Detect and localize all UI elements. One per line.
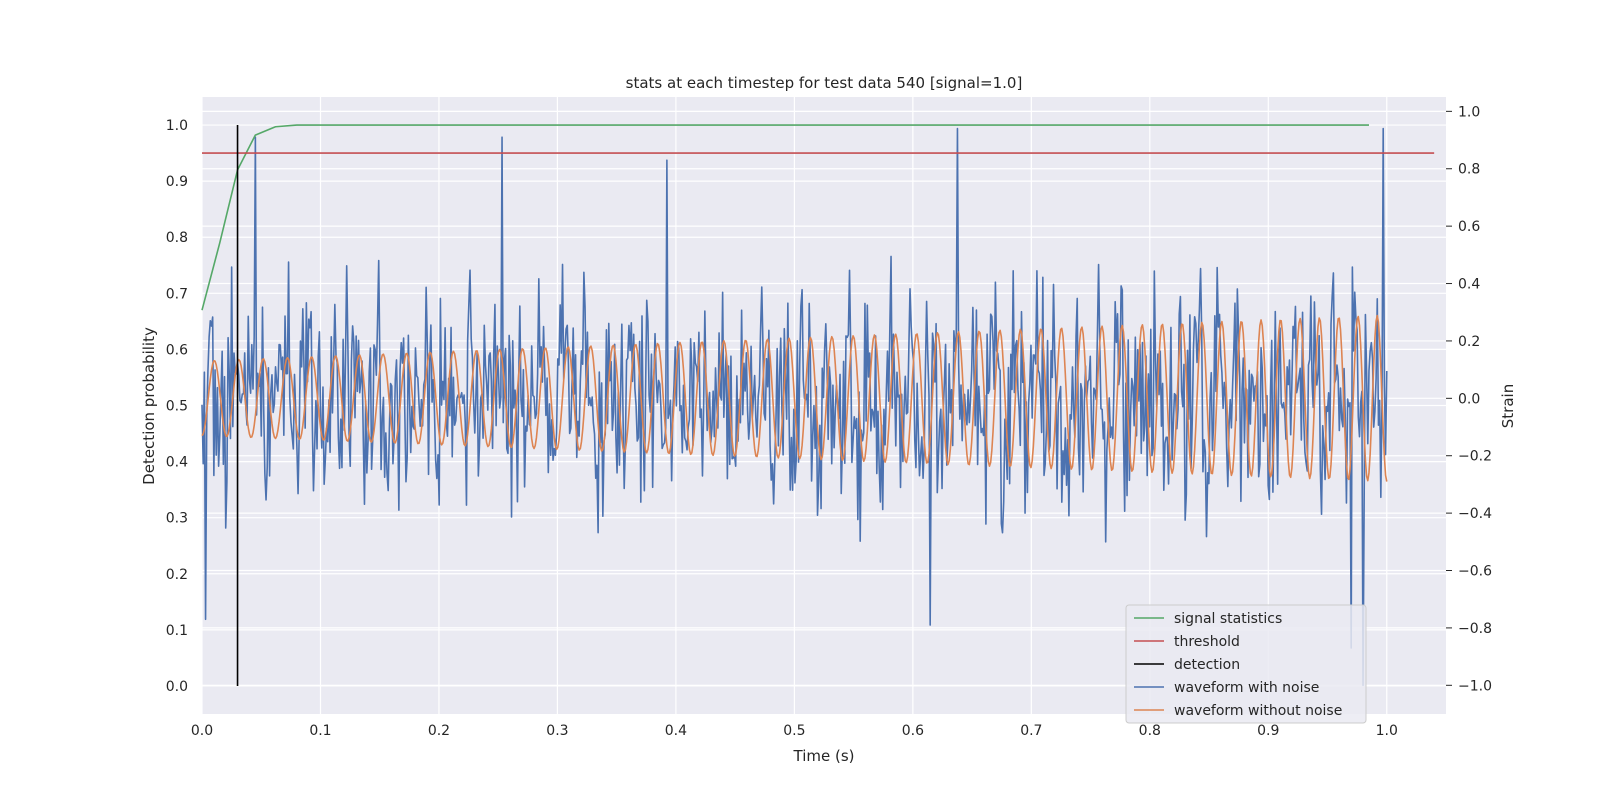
- legend-box: [1125, 604, 1367, 724]
- y-right-tick-label: 0.0: [1458, 391, 1480, 407]
- x-tick-label: 0.6: [902, 723, 924, 739]
- x-tick-label: 0.2: [428, 723, 450, 739]
- y-left-tick-label: 1.0: [166, 118, 188, 134]
- x-tick-label: 0.4: [665, 723, 687, 739]
- legend-label-detection: detection: [1174, 657, 1240, 673]
- legend-label-threshold: threshold: [1174, 634, 1240, 650]
- x-tick-label: 0.8: [1139, 723, 1161, 739]
- y-left-axis-label: Detection probability: [140, 327, 158, 485]
- x-tick-label: 0.5: [783, 723, 805, 739]
- y-left-tick-label: 0.1: [166, 623, 188, 639]
- y-left-tick-label: 0.7: [166, 286, 188, 302]
- chart-title: stats at each timestep for test data 540…: [626, 74, 1023, 92]
- y-right-axis-label: Strain: [1499, 384, 1517, 428]
- series-waveform-with-noise: [201, 127, 1388, 687]
- series-waveform-without-noise: [201, 314, 1388, 482]
- legend-label-waveform-without-noise: waveform without noise: [1174, 703, 1342, 719]
- y-left-tick-label: 0.2: [166, 567, 188, 583]
- y-right-tick-label: −0.2: [1458, 449, 1492, 465]
- y-right-tick-label: 0.6: [1458, 219, 1480, 235]
- y-left-tick-label: 0.3: [166, 511, 188, 527]
- x-tick-label: 0.1: [309, 723, 331, 739]
- y-left-tick-label: 0.9: [166, 174, 188, 190]
- y-right-tick-label: 0.4: [1458, 277, 1480, 293]
- y-left-tick-label: 0.8: [166, 230, 188, 246]
- tick-labels: 0.0 0.1 0.2 0.3 0.4 0.5 0.6 0.7 0.8 0.9 1.0 0.0 0.1 0…: [166, 104, 1492, 739]
- x-tick-label: 0.0: [191, 723, 213, 739]
- y-left-tick-label: 0.6: [166, 342, 188, 358]
- y-right-tick-label: 0.8: [1458, 162, 1480, 178]
- legend-label-signal-statistics: signal statistics: [1174, 611, 1282, 627]
- y-left-tick-label: 0.4: [166, 455, 188, 471]
- x-tick-label: 0.7: [1020, 723, 1042, 739]
- y-right-tick-label: −1.0: [1458, 678, 1492, 694]
- y-right-tick-label: −0.8: [1458, 621, 1492, 637]
- y-right-tick-label: −0.6: [1458, 564, 1492, 580]
- x-tick-label: 0.9: [1257, 723, 1279, 739]
- x-axis-label: Time (s): [793, 747, 855, 765]
- x-tick-label: 1.0: [1376, 723, 1398, 739]
- y-left-tick-label: 0.5: [166, 399, 188, 415]
- y-right-tick-label: 0.2: [1458, 334, 1480, 350]
- y-right-tick-label: −0.4: [1458, 506, 1492, 522]
- x-tick-label: 0.3: [546, 723, 568, 739]
- legend-label-waveform-with-noise: waveform with noise: [1174, 680, 1319, 696]
- legend: signal statistics threshold detection wa…: [1125, 604, 1367, 724]
- series-signal-statistics: [201, 124, 1369, 311]
- y-right-tick-label: 1.0: [1458, 104, 1480, 120]
- y-left-tick-label: 0.0: [166, 679, 188, 695]
- series: [201, 124, 1435, 687]
